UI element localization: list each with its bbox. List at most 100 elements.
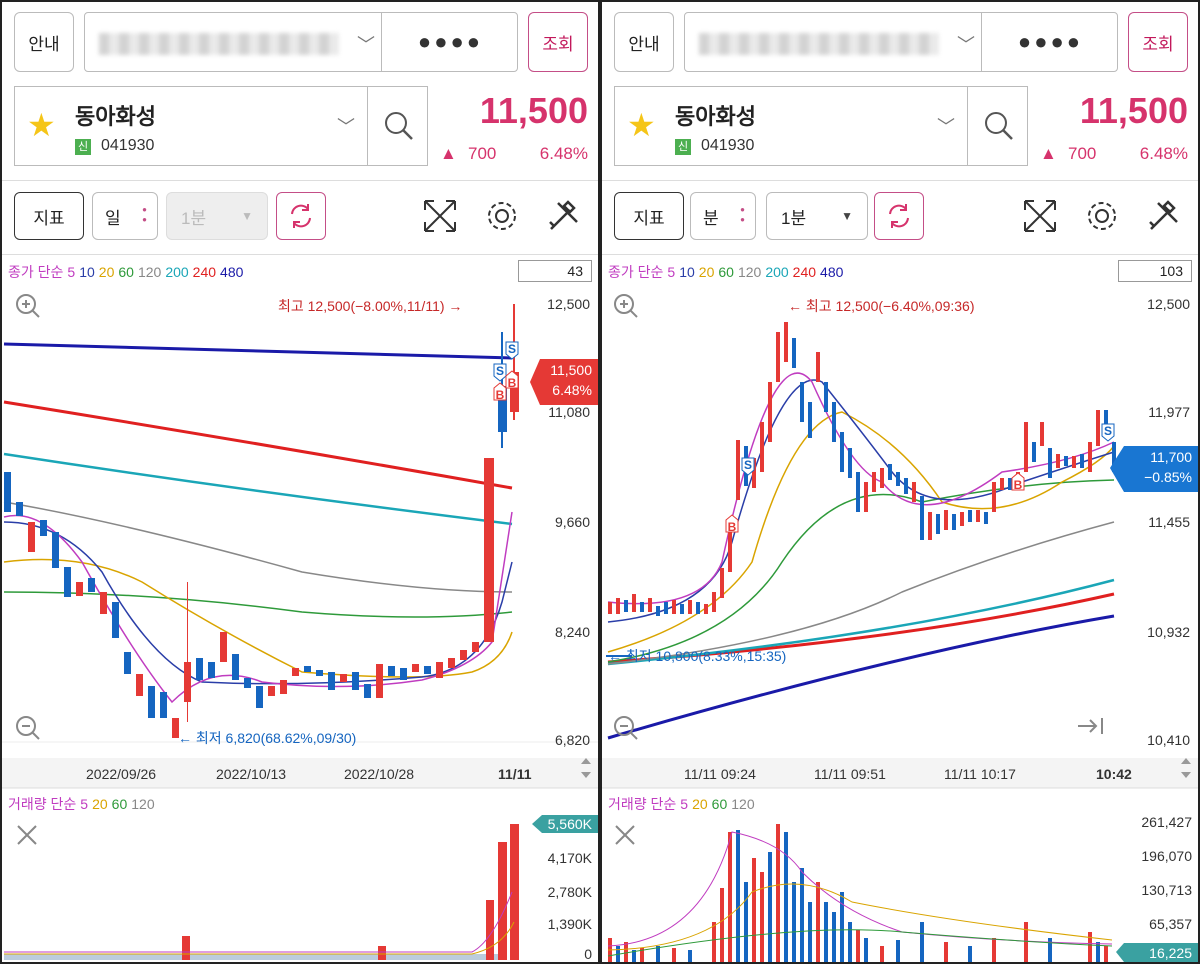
search-button[interactable] (367, 87, 429, 165)
zoom-out-icon (16, 716, 40, 740)
current-price-tag: 11,500 (550, 362, 592, 378)
ma120-line (3, 501, 513, 593)
x-axis-label: 11/11 09:51 (814, 766, 886, 782)
volume-bars-left (4, 824, 519, 960)
volume-legend-5: 5 (680, 796, 689, 812)
indicator-button[interactable]: 지표 (614, 192, 684, 240)
settings-button[interactable] (484, 198, 520, 234)
search-button[interactable] (967, 87, 1029, 165)
dots-icon: ● ● (740, 205, 745, 224)
sort-arrows-icon (581, 758, 591, 778)
legend-title: 종가 단순 (8, 264, 64, 280)
expand-button[interactable] (422, 198, 458, 234)
zoom-in-icon (16, 294, 40, 318)
ma480-line (607, 614, 1115, 740)
y-axis-label: 11,977 (1148, 404, 1190, 420)
legend-ma5: 5 (67, 264, 76, 280)
star-icon[interactable]: ★ (27, 107, 56, 143)
period-selector[interactable]: 분 ● ● (690, 192, 756, 240)
legend-ma480: 480 (820, 264, 844, 280)
search-icon (984, 112, 1013, 140)
candle-count[interactable]: 43 (518, 260, 592, 282)
interval-selector[interactable]: 1분 ▼ (766, 192, 868, 240)
price-legend[interactable]: 종가 단순 5 10 20 60 120 200 240 480 (608, 262, 847, 282)
query-button[interactable]: 조회 (528, 12, 588, 72)
tools-button[interactable] (1146, 198, 1182, 234)
daily-chart-panel: 안내 ﹀ ●●●● 조회 ★ 동아화성 신 041930 ﹀ 11,500 ▲ … (2, 2, 598, 962)
legend-ma60: 60 (718, 264, 734, 280)
password-field[interactable]: ●●●● (981, 13, 1119, 71)
up-triangle-icon: ▲ (1040, 144, 1057, 163)
legend-ma20: 20 (698, 264, 715, 280)
account-selector[interactable]: ﹀ ●●●● (84, 12, 518, 72)
chevron-down-icon[interactable]: ﹀ (937, 117, 955, 137)
search-icon (384, 112, 413, 140)
tools-button[interactable] (546, 198, 582, 234)
y-axis-label: 10,932 (1147, 624, 1190, 640)
svg-text:S: S (744, 458, 752, 472)
chevron-down-icon[interactable]: ﹀ (337, 117, 355, 137)
legend-ma200: 200 (765, 264, 789, 280)
refresh-icon (291, 204, 311, 228)
svg-text:S: S (508, 342, 516, 356)
star-icon[interactable]: ★ (627, 107, 656, 143)
volume-legend[interactable]: 거래량 단순 5 20 60 120 (8, 794, 159, 814)
guide-button[interactable]: 안내 (14, 12, 74, 72)
volume-y-label: 130,713 (1141, 882, 1192, 898)
legend-ma240: 240 (792, 264, 817, 280)
refresh-button[interactable] (276, 192, 326, 240)
expand-icon (1024, 200, 1056, 232)
account-selector[interactable]: ﹀ ●●●● (684, 12, 1118, 72)
period-label: 분 (703, 208, 719, 228)
caret-down-icon: ▼ (841, 209, 853, 223)
legend-ma10: 10 (79, 264, 95, 280)
ma200-line (3, 452, 513, 526)
current-price-tag-bg (1110, 446, 1198, 492)
interval-selector[interactable]: 1분 ▼ (166, 192, 268, 240)
svg-text:B: B (1014, 478, 1023, 492)
indicator-button[interactable]: 지표 (14, 192, 84, 240)
stock-selector[interactable]: ★ 동아화성 신 041930 ﹀ (614, 86, 1028, 166)
settings-button[interactable] (1084, 198, 1120, 234)
candles-left (4, 304, 519, 738)
ma120-line (607, 521, 1115, 665)
expand-icon (424, 200, 456, 232)
current-pct-tag: 6.48% (552, 382, 592, 398)
password-field[interactable]: ●●●● (381, 13, 519, 71)
blurred-account-number (699, 33, 939, 55)
stock-selector[interactable]: ★ 동아화성 신 041930 ﹀ (14, 86, 428, 166)
volume-legend-title: 거래량 단순 (8, 796, 77, 812)
tools-icon (549, 200, 578, 230)
y-axis-label: 10,410 (1147, 732, 1190, 748)
volume-tag-bg (1116, 943, 1198, 962)
minute-chart-panel: 안내 ﹀ ●●●● 조회 ★ 동아화성 신 041930 ﹀ 11,500 ▲ … (602, 2, 1198, 962)
close-icon (17, 825, 37, 845)
low-annotation: ← 최저 6,820(68.62%,09/30) (178, 730, 357, 746)
volume-y-label: 0 (584, 946, 592, 962)
price-chart-canvas[interactable]: S B B S (602, 2, 1198, 962)
expand-button[interactable] (1022, 198, 1058, 234)
legend-ma120: 120 (737, 264, 762, 280)
volume-legend-title: 거래량 단순 (608, 796, 677, 812)
ma10-line (3, 521, 513, 685)
candle-count[interactable]: 103 (1118, 260, 1192, 282)
x-axis-label: 11/11 10:17 (944, 766, 1016, 782)
price-legend[interactable]: 종가 단순 5 10 20 60 120 200 240 480 (8, 262, 247, 282)
y-axis-label: 12,500 (547, 296, 590, 312)
volume-legend[interactable]: 거래량 단순 5 20 60 120 (608, 794, 759, 814)
ma20-line (607, 411, 1115, 653)
gear-icon (1088, 202, 1116, 230)
current-price: 11,500 (479, 90, 588, 131)
volume-y-label: 4,170K (547, 850, 592, 866)
refresh-icon (889, 204, 909, 228)
gear-icon (488, 202, 516, 230)
guide-button[interactable]: 안내 (614, 12, 674, 72)
up-triangle-icon: ▲ (440, 144, 457, 163)
price-chart-canvas[interactable]: S S B B (2, 2, 598, 962)
price-change-percent: 6.48% (1139, 144, 1188, 163)
refresh-button[interactable] (874, 192, 924, 240)
legend-ma60: 60 (118, 264, 134, 280)
volume-y-label: 65,357 (1149, 916, 1192, 932)
period-selector[interactable]: 일 ● ● (92, 192, 158, 240)
query-button[interactable]: 조회 (1128, 12, 1188, 72)
